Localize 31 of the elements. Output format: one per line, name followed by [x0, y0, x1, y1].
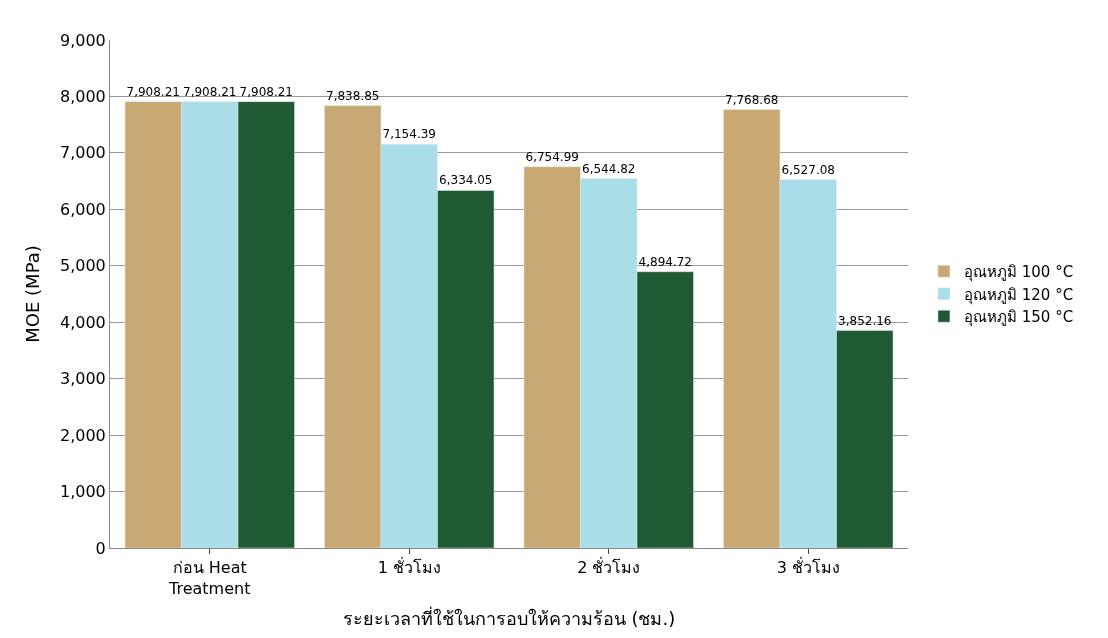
legend-label: อุณหภูมิ 100 °C: [963, 263, 1074, 283]
y-tick-label: 5,000: [59, 256, 106, 276]
x-tick-label: 3 ชั่วโมง: [776, 556, 840, 578]
x-tick-label: 2 ชั่วโมง: [577, 556, 641, 578]
legend-label: อุณหภูมิ 150 °C: [963, 308, 1074, 328]
legend-label: อุณหภูมิ 120 °C: [963, 285, 1074, 305]
y-tick-label: 8,000: [59, 87, 106, 107]
y-tick-label: 7,000: [59, 143, 106, 163]
y-tick-label: 6,000: [59, 199, 106, 219]
y-axis-title: MOE (MPa): [22, 245, 44, 343]
x-axis-title: ระยะเวลาที่ใช้ในการอบให้ความร้อน (ชม.): [342, 606, 676, 630]
y-tick-label: 3,000: [59, 369, 106, 389]
x-tick-label: ก่อน Heat Treatment: [168, 558, 251, 598]
x-tick-label: 1 ชั่วโมง: [377, 556, 441, 578]
data-label: 7,908.21: [183, 84, 237, 99]
y-tick-label: 1,000: [59, 482, 106, 502]
data-label: 7,908.21: [239, 84, 293, 99]
data-label: 7,768.68: [725, 92, 779, 107]
data-label: 6,527.08: [781, 162, 835, 177]
data-label: 6,754.99: [525, 149, 579, 164]
data-label: 3,852.16: [838, 313, 892, 328]
data-label: 4,894.72: [638, 254, 692, 269]
data-label: 7,154.39: [382, 127, 436, 142]
data-label: 7,838.85: [326, 88, 380, 103]
data-label: 7,908.21: [126, 84, 180, 99]
y-tick-label: 2,000: [59, 425, 106, 445]
y-tick-label: 0: [95, 538, 106, 558]
y-tick-label: 4,000: [59, 312, 106, 332]
data-label: 6,544.82: [582, 161, 636, 176]
data-label: 6,334.05: [439, 173, 493, 188]
y-tick-label: 9,000: [59, 30, 106, 50]
